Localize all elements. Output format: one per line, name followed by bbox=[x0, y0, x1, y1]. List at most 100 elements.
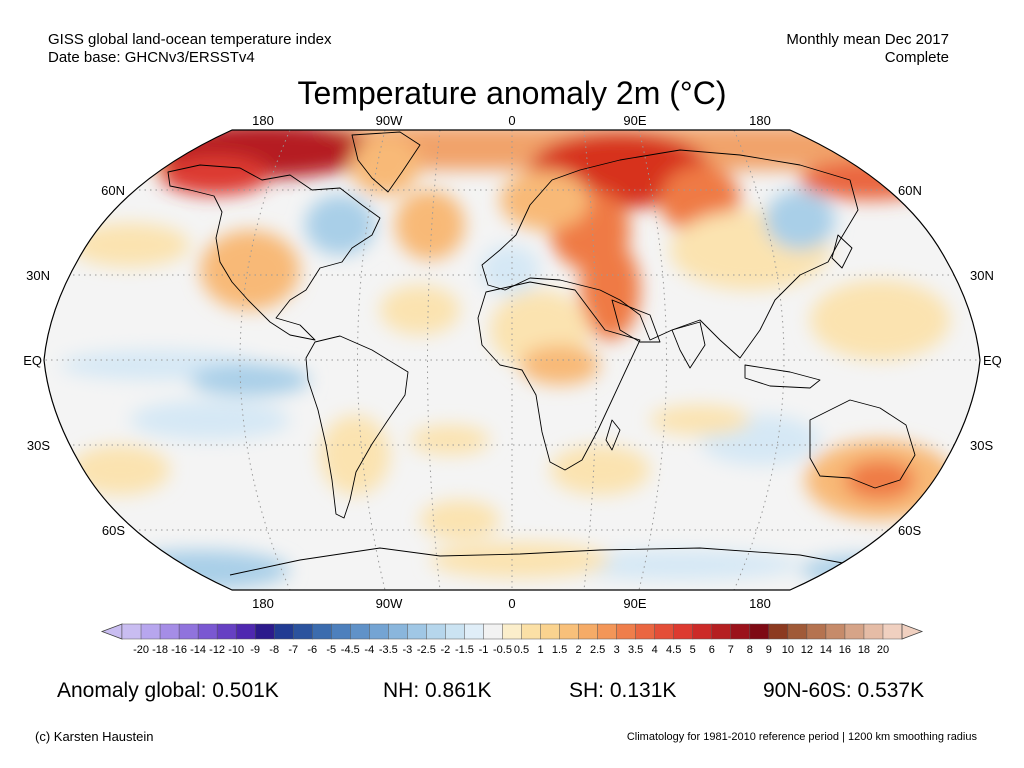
colorbar-tick-label: 5 bbox=[690, 644, 696, 656]
colorbar-cell bbox=[350, 623, 370, 640]
colorbar-cell bbox=[464, 623, 484, 640]
lat-label: 60S bbox=[102, 523, 125, 538]
colorbar-cell bbox=[768, 623, 789, 640]
colorbar-cell bbox=[216, 623, 237, 640]
colorbar-cell bbox=[635, 623, 656, 640]
colorbar-tick-label: -6 bbox=[307, 644, 317, 656]
colorbar-cell bbox=[559, 623, 580, 640]
colorbar-cell bbox=[235, 623, 256, 640]
lat-labels-right: 60N 30N EQ 30S 60S bbox=[898, 183, 1002, 538]
lat-label: 30N bbox=[970, 268, 994, 283]
colorbar-tick-label: -5 bbox=[326, 644, 336, 656]
dataset-base: Date base: GHCNv3/ERSSTv4 bbox=[48, 49, 255, 66]
colorbar-arrow-right bbox=[901, 623, 924, 640]
lat-label: 30S bbox=[27, 438, 50, 453]
colorbar-cell bbox=[806, 623, 827, 640]
coast-eurasia bbox=[481, 149, 859, 359]
colorbar-tick-label: -14 bbox=[190, 644, 206, 656]
colorbar-tick-label: -9 bbox=[250, 644, 260, 656]
colorbar-cell bbox=[254, 623, 275, 640]
coast-greenland bbox=[351, 131, 421, 193]
lon-label: 180 bbox=[749, 596, 771, 611]
colorbar-tick-label: -2 bbox=[441, 644, 451, 656]
coast-south-america bbox=[305, 335, 409, 519]
colorbar-tick-label: 6 bbox=[709, 644, 715, 656]
colorbar-cell bbox=[445, 623, 465, 640]
colorbar-cell bbox=[730, 623, 751, 640]
colorbar-tick-label: -3 bbox=[402, 644, 412, 656]
colorbar-cell bbox=[844, 623, 865, 640]
colorbar-cell bbox=[388, 623, 408, 640]
coast-indonesia bbox=[744, 364, 821, 389]
lon-label: 0 bbox=[508, 113, 515, 128]
colorbar-tick-label: -20 bbox=[133, 644, 149, 656]
lat-label: 60N bbox=[898, 183, 922, 198]
coast-arabia bbox=[611, 299, 661, 343]
colorbar-tick-label: 1 bbox=[537, 644, 543, 656]
colorbar-tick-label: 8 bbox=[747, 644, 753, 656]
colorbar-cell bbox=[311, 623, 332, 640]
colorbar-cell bbox=[654, 623, 675, 640]
lon-label: 90E bbox=[623, 596, 646, 611]
colorbar-ticks: -20 -18 -16 -14 -12 -10 -9 -8 -7 -6 -5 -4.5 -4 -3.5 -3… bbox=[133, 644, 889, 656]
lat-label: 60N bbox=[101, 183, 125, 198]
coast-japan bbox=[831, 234, 853, 269]
lat-label: 30S bbox=[970, 438, 993, 453]
colorbar-cell bbox=[502, 623, 522, 640]
colorbar-cell bbox=[749, 623, 770, 640]
colorbar-tick-label: 12 bbox=[801, 644, 813, 656]
dataset-title: GISS global land-ocean temperature index bbox=[48, 31, 332, 48]
colorbar-cell bbox=[426, 623, 446, 640]
colorbar-tick-label: 14 bbox=[820, 644, 832, 656]
lon-labels-bottom: 180 90W 0 90E 180 bbox=[252, 596, 771, 611]
colorbar-tick-label: -8 bbox=[269, 644, 279, 656]
colorbar-arrow-left bbox=[100, 623, 123, 640]
colorbar-tick-label: -3.5 bbox=[379, 644, 398, 656]
colorbar-tick-label: -4 bbox=[364, 644, 374, 656]
colorbar-cell bbox=[673, 623, 694, 640]
colorbar-cell bbox=[692, 623, 713, 640]
lat-label: EQ bbox=[983, 353, 1002, 368]
colorbar-cell bbox=[140, 623, 161, 640]
map-title: Temperature anomaly 2m (°C) bbox=[297, 75, 727, 111]
colorbar-tick-label: -16 bbox=[171, 644, 187, 656]
colorbar-tick-label: 18 bbox=[858, 644, 870, 656]
coast-australia bbox=[809, 399, 916, 489]
colorbar-cell bbox=[292, 623, 313, 640]
coast-africa bbox=[477, 281, 641, 471]
coast-india bbox=[671, 321, 706, 369]
colorbar-tick-label: -18 bbox=[152, 644, 168, 656]
colorbar-cell bbox=[616, 623, 637, 640]
colorbar-tick-label: 2.5 bbox=[590, 644, 605, 656]
colorbar-tick-label: 3 bbox=[614, 644, 620, 656]
stat-global-anomaly: Anomaly global: 0.501K bbox=[57, 679, 279, 702]
colorbar-cell bbox=[178, 623, 199, 640]
colorbar-cell bbox=[331, 623, 351, 640]
lon-labels-top: 180 90W 0 90E 180 bbox=[252, 113, 771, 128]
colorbar-cell bbox=[273, 623, 294, 640]
colorbar-tick-label: -10 bbox=[228, 644, 244, 656]
colorbar-cell bbox=[787, 623, 808, 640]
globe-outline bbox=[43, 129, 981, 591]
colorbar-cell bbox=[540, 623, 561, 640]
stat-90n-60s: 90N-60S: 0.537K bbox=[763, 679, 925, 702]
colorbar-cell bbox=[521, 623, 541, 640]
colorbar-cell bbox=[369, 623, 389, 640]
colorbar-tick-label: 7 bbox=[728, 644, 734, 656]
footnote: Climatology for 1981-2010 reference peri… bbox=[626, 731, 977, 743]
colorbar-tick-label: 10 bbox=[782, 644, 794, 656]
colorbar-tick-label: 2 bbox=[576, 644, 582, 656]
lon-label: 180 bbox=[749, 113, 771, 128]
lat-label: 60S bbox=[898, 523, 921, 538]
lat-label: EQ bbox=[23, 353, 42, 368]
colorbar-cell bbox=[825, 623, 846, 640]
coast-north-america bbox=[167, 164, 381, 341]
colorbar-tick-label: 4.5 bbox=[666, 644, 681, 656]
period-label: Monthly mean Dec 2017 bbox=[786, 31, 949, 48]
colorbar-tick-label: 3.5 bbox=[628, 644, 643, 656]
lon-label: 90W bbox=[376, 596, 403, 611]
colorbar-cell bbox=[121, 623, 142, 640]
lon-label: 180 bbox=[252, 113, 274, 128]
